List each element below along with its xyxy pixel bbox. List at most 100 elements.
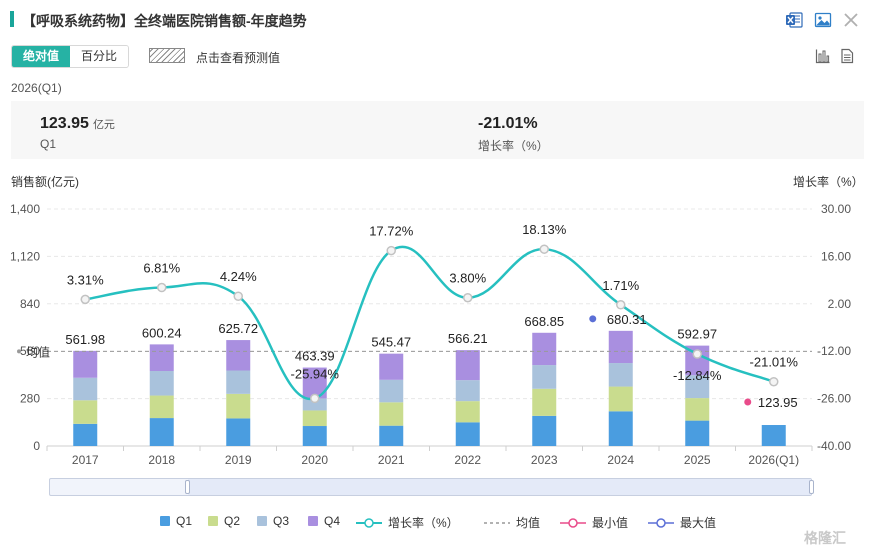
bar-total-label: 668.85	[524, 314, 564, 329]
range-selection[interactable]	[188, 479, 811, 495]
bar-segment-q1	[149, 418, 174, 446]
bar-segment-q1	[379, 425, 404, 446]
growth-point	[539, 244, 549, 254]
growth-point	[310, 393, 320, 404]
growth-label: -25.94%	[291, 366, 340, 381]
bar-segment-q3	[455, 380, 480, 402]
x-tick-label: 2024	[607, 453, 634, 467]
bar-chart-icon[interactable]	[815, 48, 831, 64]
range-scroller[interactable]	[49, 478, 814, 496]
legend-item-min[interactable]: 最小值	[560, 514, 628, 531]
legend-swatch-q4	[308, 516, 318, 526]
x-tick-label: 2023	[531, 453, 558, 467]
legend-swatch-q3	[257, 516, 267, 526]
legend-label-q2: Q2	[224, 514, 241, 528]
legend-item-q4[interactable]: Q4	[308, 514, 340, 528]
legend-item-q2[interactable]: Q2	[208, 514, 240, 528]
tab-percent[interactable]: 百分比	[70, 46, 129, 67]
y-left-tick-label: 1,400	[10, 202, 40, 216]
growth-point	[157, 282, 167, 293]
legend-item-q3[interactable]: Q3	[257, 514, 289, 528]
x-tick-label: 2019	[225, 453, 252, 467]
growth-label: -21.01%	[750, 355, 799, 370]
growth-point	[616, 300, 626, 310]
growth-point	[233, 291, 243, 301]
bar-segment-q2	[149, 395, 174, 419]
bar-total-label: 600.24	[142, 325, 182, 340]
legend-swatch-min	[560, 517, 586, 528]
y-left-tick-label: 560	[20, 344, 40, 358]
growth-label: -12.84%	[673, 368, 722, 383]
range-handle-left[interactable]	[185, 480, 190, 494]
average-label: 均值	[26, 344, 50, 359]
tab-absolute[interactable]: 绝对值	[12, 46, 71, 67]
bar-total-label: 625.72	[218, 321, 258, 336]
x-tick-label: 2021	[378, 453, 405, 467]
sales-value: 123.95	[40, 115, 89, 132]
x-tick-label: 2025	[684, 453, 711, 467]
bar-segment-q3	[302, 398, 327, 411]
growth-line	[85, 245, 775, 401]
bar-segment-q3	[685, 375, 710, 399]
y-left-tick-label: 840	[20, 297, 40, 311]
bar-segment-q3	[608, 363, 633, 387]
bar-segment-q2	[685, 398, 710, 421]
legend-swatch-growth	[356, 517, 382, 528]
left-axis-title: 销售额(亿元)	[11, 175, 79, 189]
legend-item-q1[interactable]: Q1	[160, 514, 192, 528]
bar-segment-q2	[379, 402, 404, 426]
forecast-label[interactable]: 点击查看预测值	[196, 51, 281, 65]
title-accent-bar	[10, 11, 14, 27]
bar-segment-q2	[73, 400, 98, 424]
legend-label-growth: 增长率（%）	[388, 516, 459, 530]
legend-swatch-max	[648, 517, 674, 528]
right-axis-title: 增长率（%）	[793, 175, 864, 189]
bar-segment-q2	[302, 410, 327, 427]
growth-label: 17.72%	[369, 224, 414, 239]
forecast-toggle[interactable]	[149, 48, 185, 63]
bar-segment-q1	[761, 425, 786, 446]
bar-total-label: 680.31	[607, 312, 647, 327]
legend-item-growth[interactable]: 增长率（%）	[356, 514, 459, 531]
sales-label: Q1	[40, 137, 57, 151]
bar-segment-q1	[532, 415, 557, 446]
bar-segment-q4	[455, 350, 480, 381]
sales-unit: 亿元	[92, 119, 115, 131]
y-right-tick-label: 16.00	[821, 249, 851, 263]
bar-segment-q3	[73, 377, 98, 401]
sales-value-block: 123.95 亿元	[40, 115, 115, 133]
bar-segment-q3	[379, 379, 404, 403]
y-left-tick-label: 280	[20, 392, 40, 406]
y-right-tick-label: -40.00	[817, 439, 851, 453]
bar-segment-q4	[532, 332, 557, 366]
legend-label-q4: Q4	[324, 514, 341, 528]
range-handle-right[interactable]	[809, 480, 814, 494]
growth-point	[386, 245, 396, 256]
bar-segment-q1	[226, 418, 251, 446]
bar-total-label: 566.21	[448, 331, 488, 346]
excel-export-icon[interactable]	[785, 11, 803, 29]
bar-segment-q4	[608, 330, 633, 364]
y-left-tick-label: 0	[33, 439, 40, 453]
legend-label-max: 最大值	[680, 516, 717, 530]
bar-segment-q2	[226, 393, 251, 419]
growth-label: 4.24%	[220, 269, 257, 284]
y-right-tick-label: 2.00	[828, 297, 852, 311]
chart-legend: Q1 Q2 Q3 Q4 增长率（%） 均值 最小值 最大值	[0, 514, 876, 534]
y-right-tick-label: -26.00	[817, 392, 851, 406]
x-tick-label: 2018	[148, 453, 175, 467]
data-table-icon[interactable]	[839, 48, 855, 64]
legend-item-average[interactable]: 均值	[484, 514, 540, 531]
bar-segment-q4	[379, 353, 404, 380]
bar-segment-q2	[608, 386, 633, 412]
bar-segment-q3	[149, 371, 174, 396]
legend-item-max[interactable]: 最大值	[648, 514, 716, 531]
close-icon[interactable]	[842, 11, 860, 29]
bar-total-label: 463.39	[295, 349, 335, 364]
growth-value: -21.01%	[478, 115, 538, 132]
summary-panel: 123.95 亿元 Q1 -21.01% 增长率（%）	[11, 101, 864, 159]
bar-segment-q1	[73, 423, 98, 446]
image-export-icon[interactable]	[814, 11, 832, 29]
bar-segment-q1	[455, 422, 480, 446]
